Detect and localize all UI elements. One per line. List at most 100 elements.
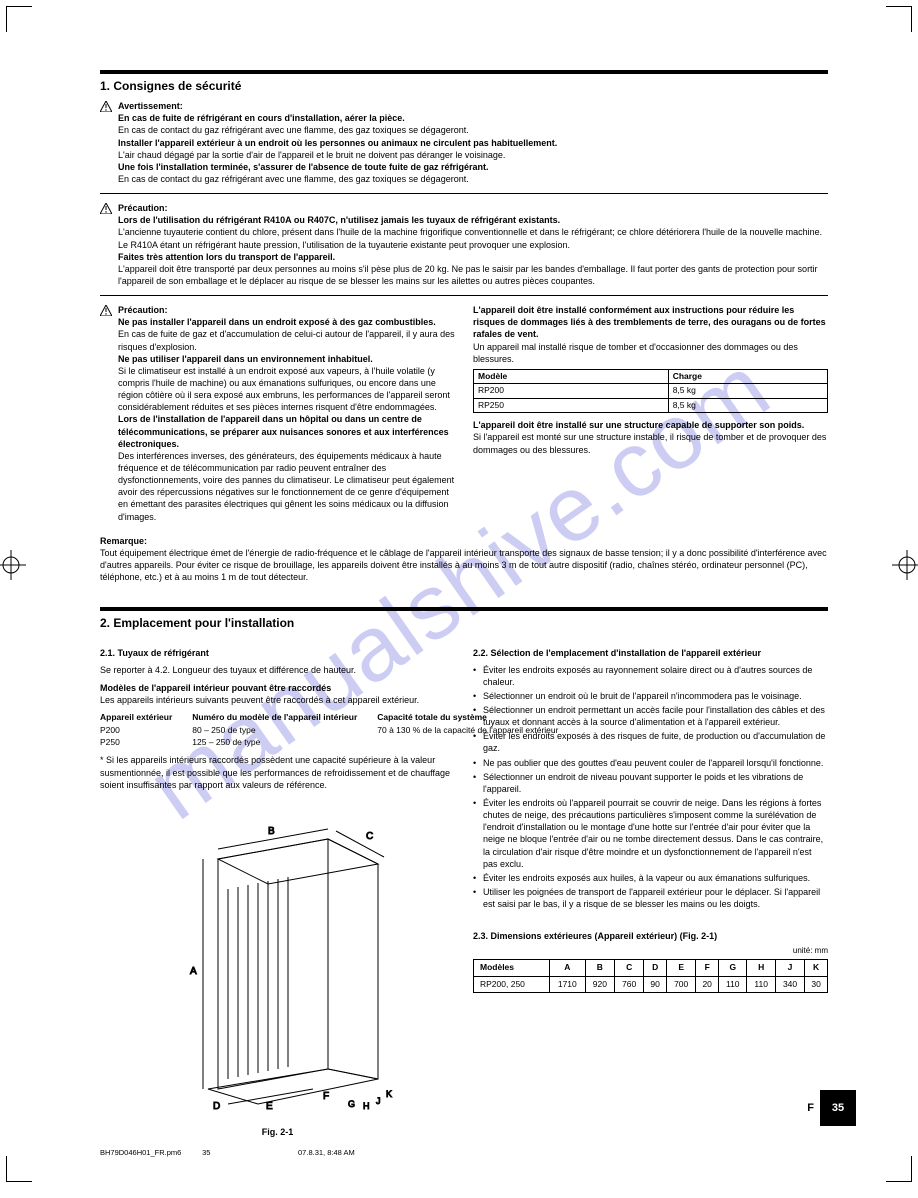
sub21-ref: Se reporter à 4.2. Longueur des tuyaux e… xyxy=(100,664,455,676)
text-line: Ne pas installer l'appareil dans un endr… xyxy=(118,316,455,328)
mt-row: 80 – 250 de type xyxy=(192,725,357,736)
dim-th: D xyxy=(644,960,667,976)
caution-heading: Précaution: xyxy=(118,202,828,214)
svg-text:J: J xyxy=(376,1096,381,1106)
charge-td: RP250 xyxy=(474,398,669,412)
dim-th: J xyxy=(775,960,804,976)
list-item: Éviter les endroits exposés à des risque… xyxy=(473,730,828,754)
note-heading: Remarque: xyxy=(100,535,828,547)
charge-table: Modèle Charge RP200 8,5 kg RP250 8,5 kg xyxy=(473,369,828,413)
note-text: Tout équipement électrique émet de l'éne… xyxy=(100,547,828,583)
sub23-title: 2.3. Dimensions extérieures (Appareil ex… xyxy=(473,930,828,942)
svg-text:G: G xyxy=(348,1099,355,1109)
text-line: Lors de l'installation de l'appareil dan… xyxy=(118,413,455,449)
list-item: Éviter les endroits exposés au rayonneme… xyxy=(473,664,828,688)
svg-text:F: F xyxy=(323,1091,329,1102)
note-block: Remarque: Tout équipement électrique éme… xyxy=(100,535,828,584)
dim-th: E xyxy=(667,960,696,976)
dim-td: RP200, 250 xyxy=(474,976,550,992)
charge-td: 8,5 kg xyxy=(668,398,827,412)
mt-row: P200 xyxy=(100,725,172,736)
divider xyxy=(100,295,828,296)
dim-td: 700 xyxy=(667,976,696,992)
text-line: En cas de contact du gaz réfrigérant ave… xyxy=(118,124,557,136)
sub22-bullets: Éviter les endroits exposés au rayonneme… xyxy=(473,664,828,911)
mt-row: 125 – 250 de type xyxy=(192,737,357,748)
sub21-intro: Les appareils intérieurs suivants peuven… xyxy=(100,694,455,706)
sub21-model-title: Modèles de l'appareil intérieur pouvant … xyxy=(100,682,455,694)
section1-title: 1. Consignes de sécurité xyxy=(100,70,828,94)
text-line: En cas de fuite de réfrigérant en cours … xyxy=(118,112,557,124)
warning-heading: Avertissement: xyxy=(118,100,557,112)
dim-th: C xyxy=(615,960,644,976)
charge-th-charge: Charge xyxy=(668,369,827,383)
svg-text:B: B xyxy=(268,826,275,837)
list-item: Utiliser les poignées de transport de l'… xyxy=(473,886,828,910)
dim-td: 340 xyxy=(775,976,804,992)
text-line: Faites très attention lors du transport … xyxy=(118,251,828,263)
text-line: Des interférences inverses, des générate… xyxy=(118,450,455,523)
unit-mm: unité: mm xyxy=(473,946,828,957)
dim-th: H xyxy=(747,960,775,976)
charge-td: RP200 xyxy=(474,384,669,398)
text-line: Un appareil mal installé risque de tombe… xyxy=(473,341,828,365)
outdoor-unit-drawing: A B C E D xyxy=(148,809,408,1119)
dimensions-table: ModèlesABCDEFGHJK RP200, 250171092076090… xyxy=(473,959,828,993)
text-line: Si le climatiseur est installé à un endr… xyxy=(118,365,455,414)
text-line: L'air chaud dégagé par la sortie d'air d… xyxy=(118,149,557,161)
dim-td: 760 xyxy=(615,976,644,992)
warning-icon xyxy=(100,203,112,214)
text-line: Une fois l'installation terminée, s'assu… xyxy=(118,161,557,173)
mt-head: Appareil extérieur xyxy=(100,712,172,723)
text-line: En cas de contact du gaz réfrigérant ave… xyxy=(118,173,557,185)
text-line: L'ancienne tuyauterie contient du chlore… xyxy=(118,226,828,250)
caution-block-2: Précaution: Lors de l'utilisation du réf… xyxy=(100,202,828,287)
dim-th: K xyxy=(805,960,828,976)
list-item: Ne pas oublier que des gouttes d'eau peu… xyxy=(473,757,828,769)
list-item: Éviter les endroits exposés aux huiles, … xyxy=(473,872,828,884)
list-item: Éviter les endroits où l'appareil pourra… xyxy=(473,797,828,870)
sub21-title: 2.1. Tuyaux de réfrigérant xyxy=(100,647,455,659)
text-line: Lors de l'utilisation du réfrigérant R41… xyxy=(118,214,828,226)
svg-text:E: E xyxy=(266,1101,273,1112)
caution-heading: Précaution: xyxy=(118,304,455,316)
svg-text:C: C xyxy=(366,831,373,842)
dim-td: 30 xyxy=(805,976,828,992)
dim-th: B xyxy=(585,960,614,976)
charge-td: 8,5 kg xyxy=(668,384,827,398)
warning-block-1: Avertissement: En cas de fuite de réfrig… xyxy=(100,100,828,185)
text-line: L'appareil doit être transporté par deux… xyxy=(118,263,828,287)
charge-th-model: Modèle xyxy=(474,369,669,383)
sub21-note: * Si les appareils intérieurs raccordés … xyxy=(100,754,455,790)
mt-row: P250 xyxy=(100,737,172,748)
svg-text:A: A xyxy=(190,966,197,977)
dim-td: 920 xyxy=(585,976,614,992)
text-line: Si l'appareil est monté sur une structur… xyxy=(473,431,828,455)
dim-td: 90 xyxy=(644,976,667,992)
svg-text:D: D xyxy=(213,1101,220,1112)
text-line: Installer l'appareil extérieur à un endr… xyxy=(118,137,557,149)
fig-label: Fig. 2-1 xyxy=(100,1126,455,1138)
list-item: Sélectionner un endroit de niveau pouvan… xyxy=(473,771,828,795)
section2-title: 2. Emplacement pour l'installation xyxy=(100,607,828,631)
dim-th: G xyxy=(719,960,747,976)
dim-td: 1710 xyxy=(549,976,585,992)
svg-text:H: H xyxy=(363,1101,370,1111)
page-content: 1. Consignes de sécurité Avertissement: … xyxy=(0,0,918,1198)
text-line: En cas de fuite de gaz et d'accumulation… xyxy=(118,328,455,352)
divider xyxy=(100,193,828,194)
text-line: L'appareil doit être installé conforméme… xyxy=(473,304,828,340)
sub22-title: 2.2. Sélection de l'emplacement d'instal… xyxy=(473,647,828,659)
dim-td: 110 xyxy=(719,976,747,992)
dim-td: 20 xyxy=(696,976,719,992)
list-item: Sélectionner un endroit où le bruit de l… xyxy=(473,690,828,702)
dim-td: 110 xyxy=(747,976,775,992)
list-item: Sélectionner un endroit permettant un ac… xyxy=(473,704,828,728)
dim-th: Modèles xyxy=(474,960,550,976)
text-line: Ne pas utiliser l'appareil dans un envir… xyxy=(118,353,455,365)
text-line: L'appareil doit être installé sur une st… xyxy=(473,419,828,431)
svg-text:K: K xyxy=(386,1089,392,1099)
dim-th: A xyxy=(549,960,585,976)
model-tables: Appareil extérieur P200 P250 Numéro du m… xyxy=(100,712,455,748)
mt-head: Numéro du modèle de l'appareil intérieur xyxy=(192,712,357,723)
